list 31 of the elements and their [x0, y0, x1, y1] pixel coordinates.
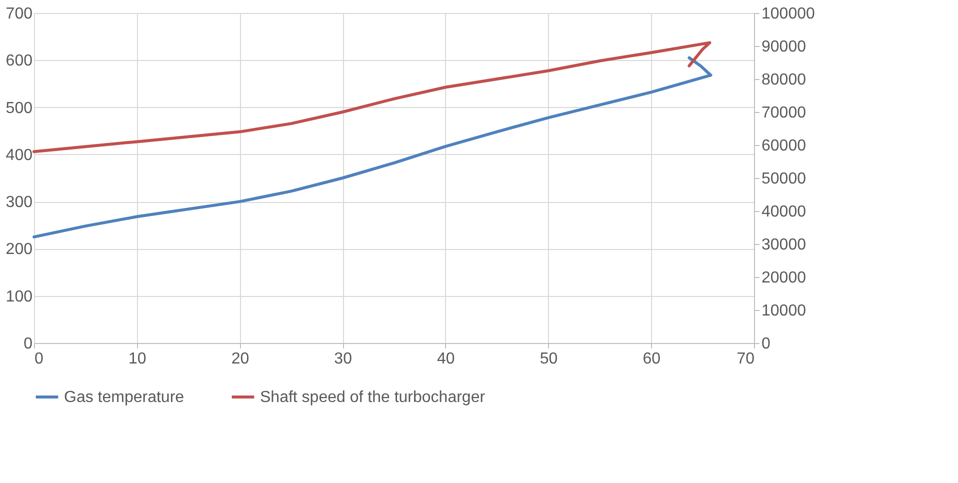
y2-tick-label: 90000: [762, 38, 806, 56]
line-series: [32, 56, 712, 238]
y-tick-label: 500: [6, 100, 33, 117]
y2-tick-label: 30000: [762, 236, 806, 254]
y2-tick-label: 80000: [762, 72, 806, 88]
y-tick-label: 200: [6, 241, 33, 258]
legend-label: Shaft speed of the turbocharger: [260, 389, 486, 406]
y-tick-label: 0: [24, 336, 33, 352]
x-tick-label: 0: [34, 350, 44, 368]
x-tick-label: 70: [736, 350, 755, 368]
y-tick-label: 400: [6, 146, 33, 164]
y2-tick-label: 60000: [762, 138, 806, 154]
line-series: [32, 41, 712, 154]
y2-tick-label: 100000: [762, 6, 815, 22]
y2-tick-label: 40000: [762, 204, 806, 220]
y-tick-label: 100: [6, 288, 33, 306]
y2-tick-label: 0: [762, 336, 770, 352]
y-tick-label: 600: [6, 52, 33, 70]
y2-tick-label: 50000: [762, 170, 806, 188]
x-tick-label: 20: [231, 350, 250, 368]
y2-tick-label: 20000: [762, 270, 806, 286]
y2-tick-label: 10000: [762, 302, 806, 320]
x-tick-label: 40: [437, 350, 455, 368]
y2-tick-label: 70000: [762, 104, 806, 122]
legend-label: Gas temperature: [64, 389, 184, 406]
y-tick-label: 700: [6, 6, 33, 22]
x-tick-label: 10: [128, 350, 146, 368]
x-tick-label: 60: [642, 350, 661, 368]
y-tick-label: 300: [6, 194, 33, 212]
x-tick-label: 30: [334, 350, 352, 368]
x-tick-label: 50: [540, 350, 558, 368]
